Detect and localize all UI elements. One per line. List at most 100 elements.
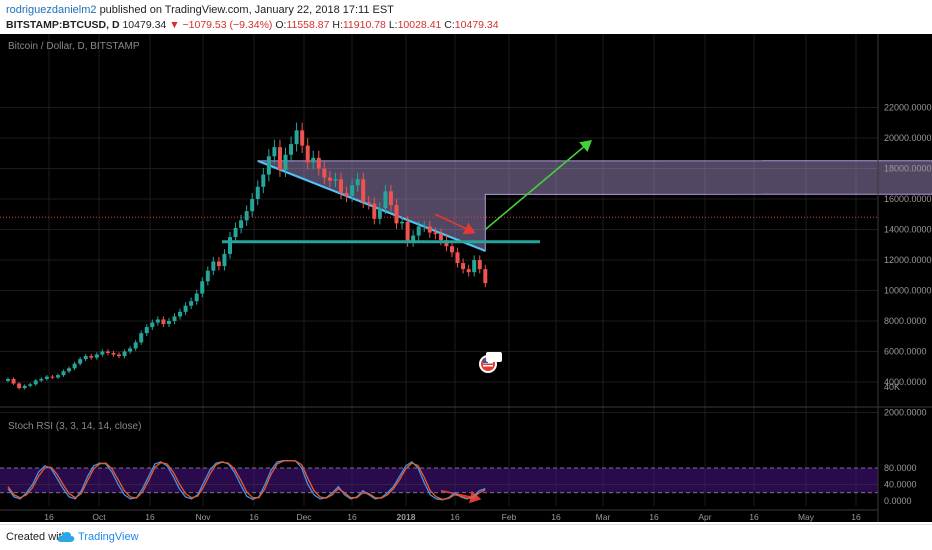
x-tick-label: 16 — [145, 512, 155, 522]
x-tick-label: Apr — [698, 512, 711, 522]
candle-body — [205, 270, 210, 282]
axes: 22000.0000 20000.0000 18000.0000 16000.0000… — [0, 34, 932, 522]
rsi-y-tick-label: 0.0000 — [884, 496, 912, 506]
descending-channel[interactable] — [257, 141, 932, 252]
candle-body — [455, 252, 460, 264]
x-tick-label: 16 — [249, 512, 259, 522]
low-label: L: — [388, 19, 398, 31]
chart-area[interactable]: 22000.0000 20000.0000 18000.0000 16000.0000… — [0, 34, 932, 522]
candle-body — [111, 353, 116, 355]
us-flag-icon[interactable] — [479, 352, 502, 373]
candle-body — [89, 356, 94, 358]
candle-body — [350, 185, 355, 196]
candle-body — [311, 157, 316, 163]
candle-body — [28, 384, 33, 386]
candle-body — [166, 321, 171, 325]
candle-body — [50, 376, 55, 378]
x-tick-label: 16 — [649, 512, 659, 522]
candle-body — [144, 327, 149, 334]
candle-body — [150, 322, 155, 328]
tradingview-cloud-icon — [57, 532, 75, 542]
grid — [0, 34, 878, 506]
channel-lower-line — [257, 159, 486, 252]
y-tick-label: 6000.0000 — [884, 347, 927, 357]
x-tick-label: 16 — [551, 512, 561, 522]
x-tick-label: 16 — [347, 512, 357, 522]
candle-body — [83, 356, 88, 360]
rsi-band-fill — [0, 468, 878, 493]
candle-body — [183, 305, 188, 312]
y-tick-label: 4000.0000 — [884, 377, 927, 387]
candle-body — [94, 354, 99, 358]
x-tick-label: May — [798, 512, 815, 522]
candle-body — [427, 226, 432, 233]
candle-body — [261, 174, 266, 187]
x-tick-label: 16 — [450, 512, 460, 522]
candle-body — [361, 179, 366, 203]
candle-body — [194, 293, 199, 302]
close-label: C: — [444, 19, 455, 31]
candle-body — [444, 240, 449, 247]
candle-body — [216, 261, 221, 267]
candle-body — [272, 147, 277, 157]
candle-body — [17, 383, 22, 389]
candle-body — [117, 354, 121, 357]
candle-body — [483, 269, 488, 284]
candle-body — [372, 203, 377, 219]
overlays[interactable] — [0, 140, 878, 504]
candle-body — [300, 130, 305, 146]
candle-body — [200, 281, 205, 294]
candle-body — [466, 269, 471, 273]
candle-body — [333, 179, 338, 181]
y-tick-label: 14000.0000 — [884, 225, 932, 235]
volume-40k-label: 40K — [884, 382, 900, 392]
created-with-text: Created with — [6, 531, 68, 543]
y-tick-label: 10000.0000 — [884, 286, 932, 296]
x-tick-label: 16 — [851, 512, 861, 522]
chart-svg[interactable]: 22000.0000 20000.0000 18000.0000 16000.0000… — [0, 34, 932, 522]
price-change: −1079.53 (−9.34%) — [182, 19, 273, 31]
candle-body — [233, 227, 238, 238]
symbol-name: BITSTAMP:BTCUSD, D — [6, 19, 120, 31]
candle-body — [322, 168, 327, 178]
x-tick-label: Oct — [92, 512, 106, 522]
candle-body — [394, 205, 399, 224]
candle-body — [44, 376, 49, 379]
candle-body — [472, 260, 477, 273]
candle-body — [105, 351, 110, 354]
x-tick-label: Feb — [502, 512, 517, 522]
candle-body — [189, 301, 194, 306]
candle-body — [366, 202, 371, 204]
x-tick-label: Mar — [596, 512, 611, 522]
candle-body — [211, 261, 216, 271]
author-link[interactable]: rodriguezdanielm2 — [6, 4, 97, 16]
candle-body — [438, 234, 443, 241]
candle-body — [416, 226, 421, 236]
candle-body — [433, 232, 438, 235]
candle-body — [277, 147, 282, 171]
candle-body — [283, 154, 288, 171]
candle-body — [289, 144, 294, 155]
tradingview-link[interactable]: TradingView — [78, 531, 139, 543]
candles — [6, 122, 488, 390]
candle-body — [355, 179, 360, 186]
candle-body — [100, 351, 105, 355]
down-triangle-icon: ▼ — [169, 19, 180, 31]
candle-body — [122, 351, 127, 357]
y-tick-label: 2000.0000 — [884, 408, 927, 418]
candle-body — [255, 186, 260, 199]
candle-body — [327, 177, 332, 181]
chart-background — [0, 34, 932, 522]
symbol-info: BITSTAMP:BTCUSD, D 10479.34 ▼ −1079.53 (… — [6, 19, 499, 31]
candle-body — [244, 211, 249, 221]
candle-body — [155, 319, 160, 323]
candle-body — [383, 191, 388, 209]
rsi-series-line — [7, 459, 486, 501]
open-label: O: — [275, 19, 287, 31]
y-tick-label: 18000.0000 — [884, 164, 932, 174]
candle-body — [172, 316, 177, 321]
candle-body — [239, 220, 244, 228]
close-value: 10479.34 — [454, 19, 499, 31]
candle-body — [411, 235, 416, 242]
rsi-band — [0, 467, 878, 494]
